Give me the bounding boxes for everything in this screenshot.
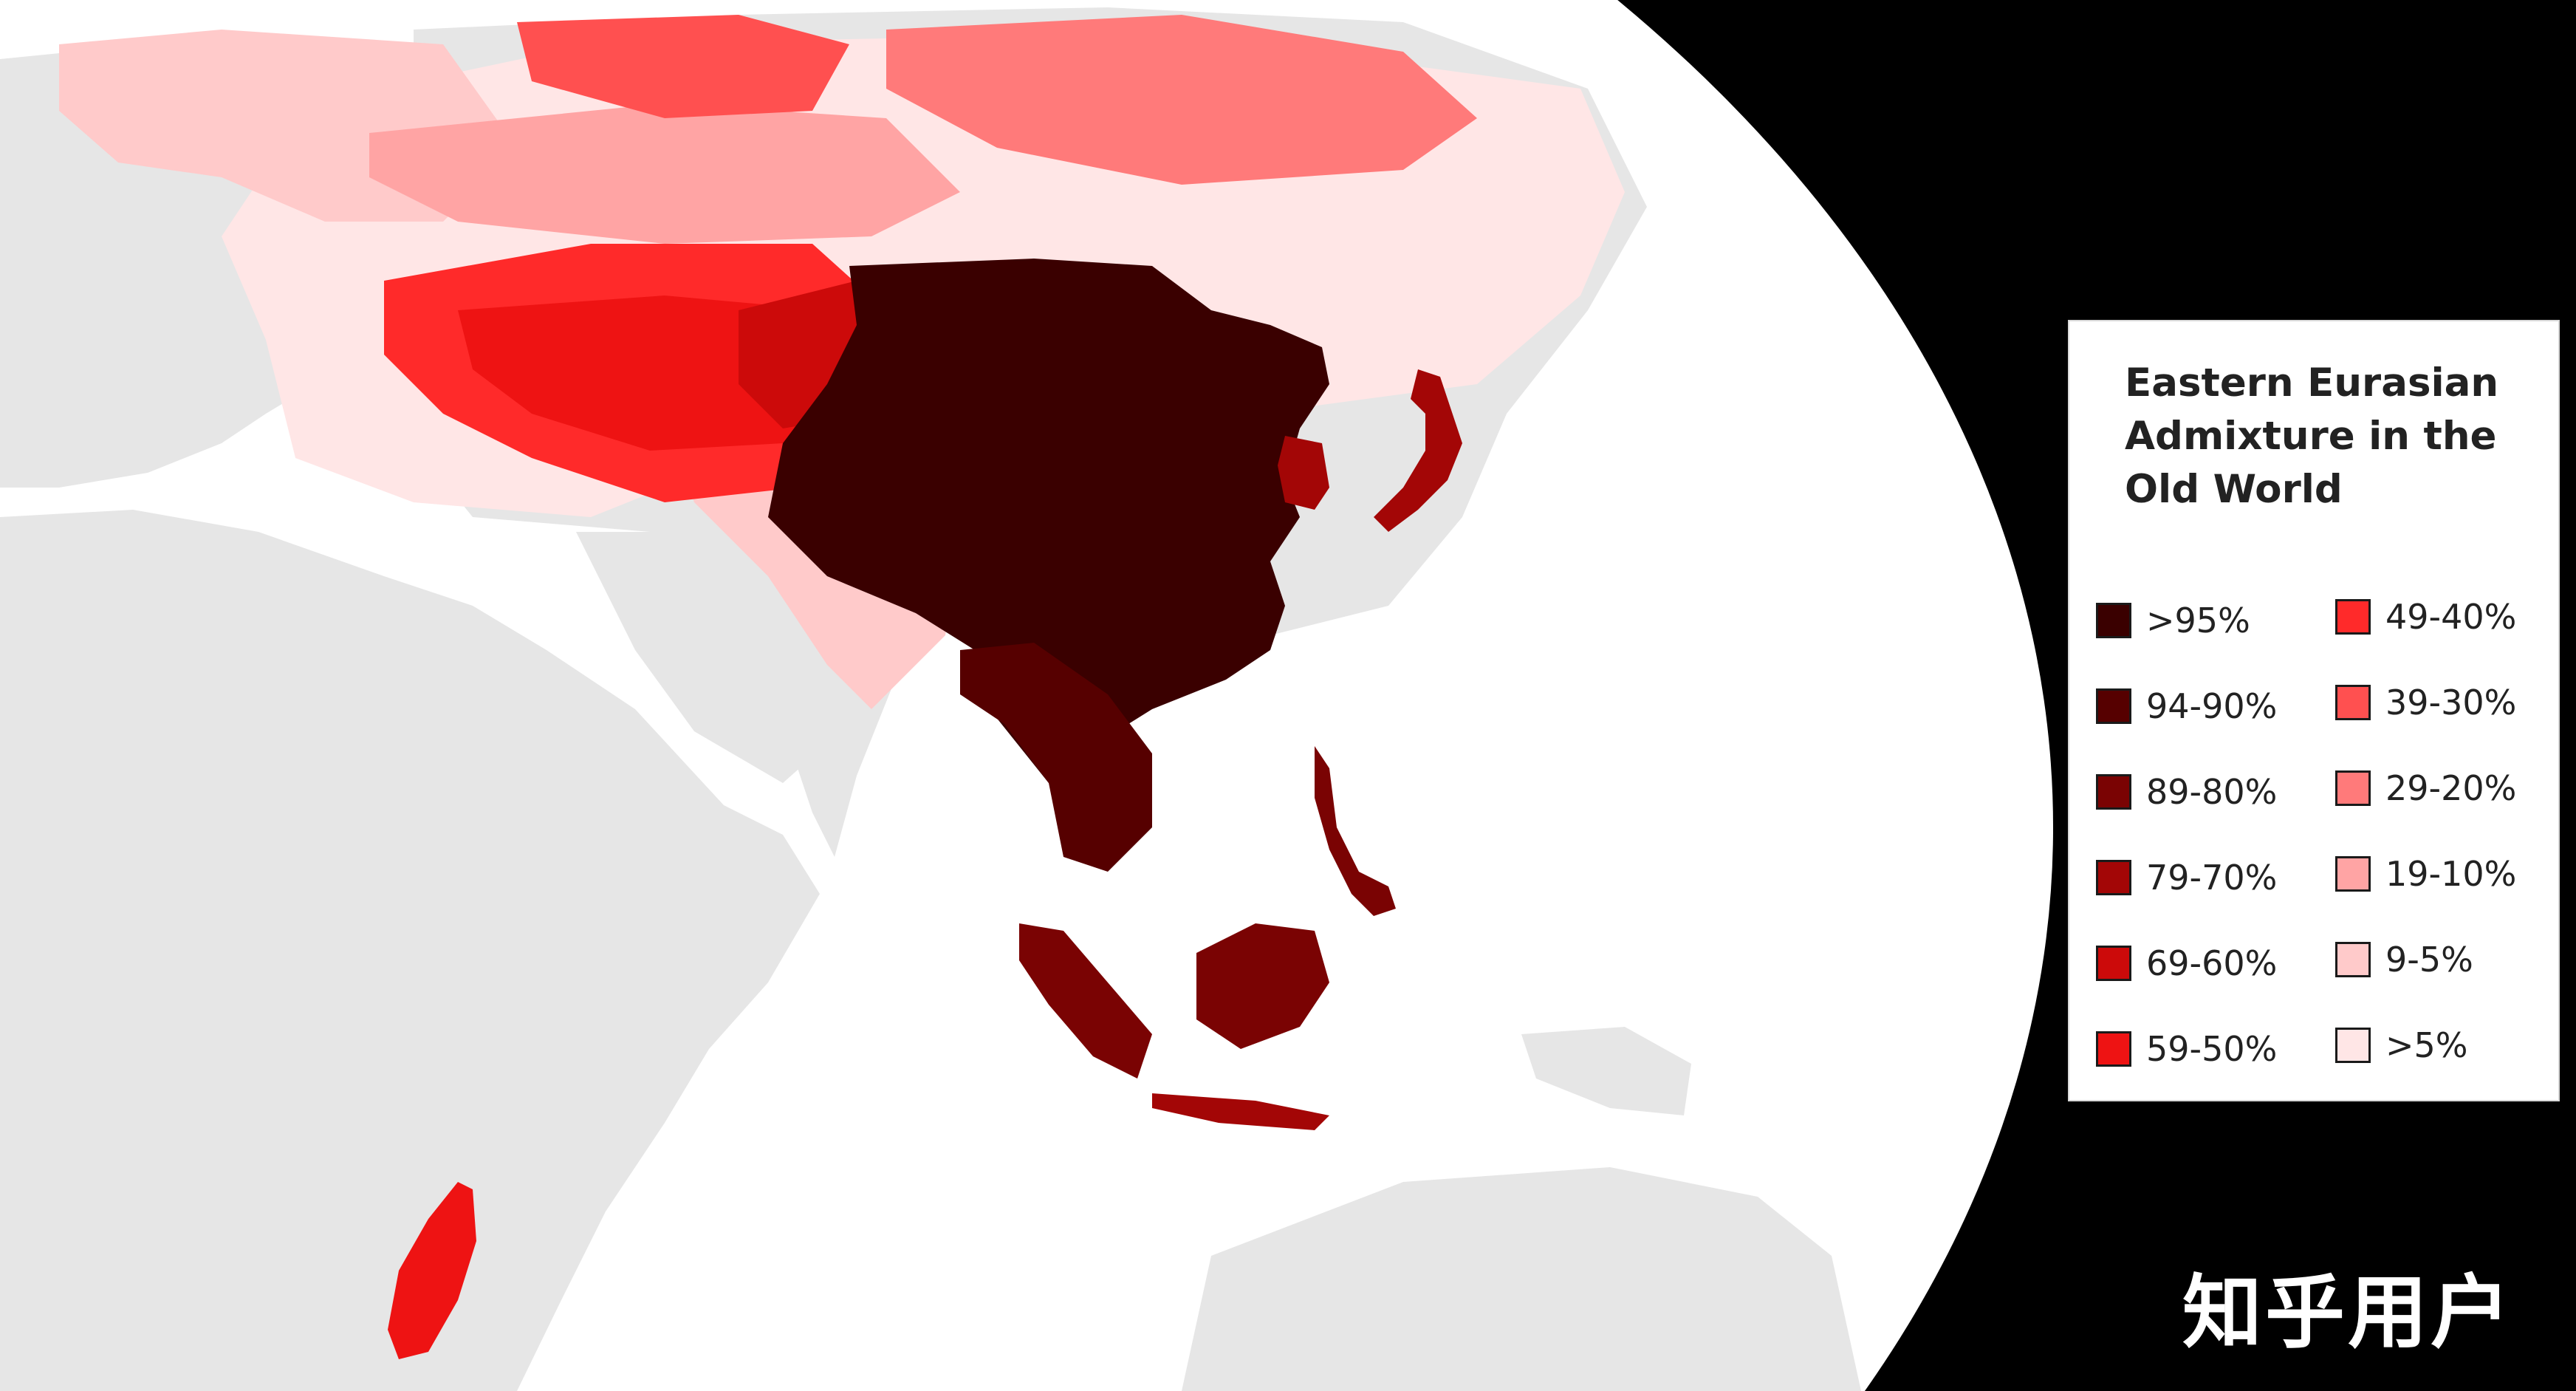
legend-swatch xyxy=(2335,856,2371,892)
legend-label: 19-10% xyxy=(2385,854,2517,894)
legend-item: 79-70% xyxy=(2096,852,2277,903)
legend-item: >5% xyxy=(2335,1019,2468,1071)
new-guinea-land xyxy=(1521,1027,1691,1115)
legend-label: >95% xyxy=(2146,601,2250,640)
legend-swatch xyxy=(2096,860,2131,895)
legend-panel: Eastern Eurasian Admixture in the Old Wo… xyxy=(2068,320,2560,1101)
legend-label: 89-80% xyxy=(2146,772,2278,812)
legend-swatch xyxy=(2335,942,2371,977)
legend-swatch xyxy=(2096,774,2131,810)
legend-label: 69-60% xyxy=(2146,943,2278,983)
legend-label: 9-5% xyxy=(2385,940,2473,980)
legend-item: 89-80% xyxy=(2096,766,2277,818)
legend-item: 59-50% xyxy=(2096,1023,2277,1075)
zone-89-80-sumatra xyxy=(1019,923,1152,1079)
zone-29-20-north xyxy=(886,15,1477,185)
admixture-layers xyxy=(59,15,1625,1359)
legend-swatch xyxy=(2335,1028,2371,1063)
legend-item: 39-30% xyxy=(2335,677,2516,728)
africa-land xyxy=(0,510,820,1391)
legend-label: 94-90% xyxy=(2146,686,2278,726)
zone-79-70-java xyxy=(1152,1093,1329,1130)
legend-swatch xyxy=(2096,946,2131,981)
zone-69-60-korea xyxy=(1278,436,1329,510)
legend-swatch xyxy=(2335,770,2371,806)
legend-label: 39-30% xyxy=(2385,683,2517,722)
zone-sakhalin xyxy=(1411,369,1448,414)
legend-swatch xyxy=(2096,1031,2131,1067)
australia-land xyxy=(1182,1167,1861,1391)
zone-94-90-sea xyxy=(960,643,1152,872)
legend-title-line: Old World xyxy=(2125,467,2343,512)
legend-swatch xyxy=(2096,603,2131,638)
zone-39-30 xyxy=(517,15,849,118)
legend-item: 29-20% xyxy=(2335,762,2516,814)
zone-gt95-core xyxy=(768,259,1329,783)
legend-item: 49-40% xyxy=(2335,591,2516,643)
legend-title-line: Admixture in the xyxy=(2125,414,2497,459)
legend-label: >5% xyxy=(2385,1025,2468,1065)
legend-swatch xyxy=(2096,688,2131,724)
legend-title: Eastern Eurasian Admixture in the Old Wo… xyxy=(2125,357,2538,516)
legend-swatch xyxy=(2335,685,2371,720)
legend-item: >95% xyxy=(2096,595,2250,646)
legend-item: 9-5% xyxy=(2335,934,2473,985)
legend-item: 94-90% xyxy=(2096,680,2277,732)
watermark: 知乎用户 xyxy=(2182,1267,2514,1359)
legend-label: 49-40% xyxy=(2385,597,2517,637)
legend-label: 59-50% xyxy=(2146,1029,2278,1069)
legend-item: 19-10% xyxy=(2335,848,2516,900)
legend-title-line: Eastern Eurasian xyxy=(2125,360,2499,406)
legend-swatch xyxy=(2335,599,2371,635)
legend-item: 69-60% xyxy=(2096,937,2277,989)
zone-19-10 xyxy=(369,103,960,244)
legend-label: 79-70% xyxy=(2146,858,2278,898)
zone-69-60-madagascar xyxy=(388,1182,476,1359)
zone-79-70-japan xyxy=(1374,384,1462,532)
zone-89-80-borneo xyxy=(1196,923,1329,1049)
zone-89-80-philippines xyxy=(1315,746,1396,916)
legend-label: 29-20% xyxy=(2385,768,2517,808)
